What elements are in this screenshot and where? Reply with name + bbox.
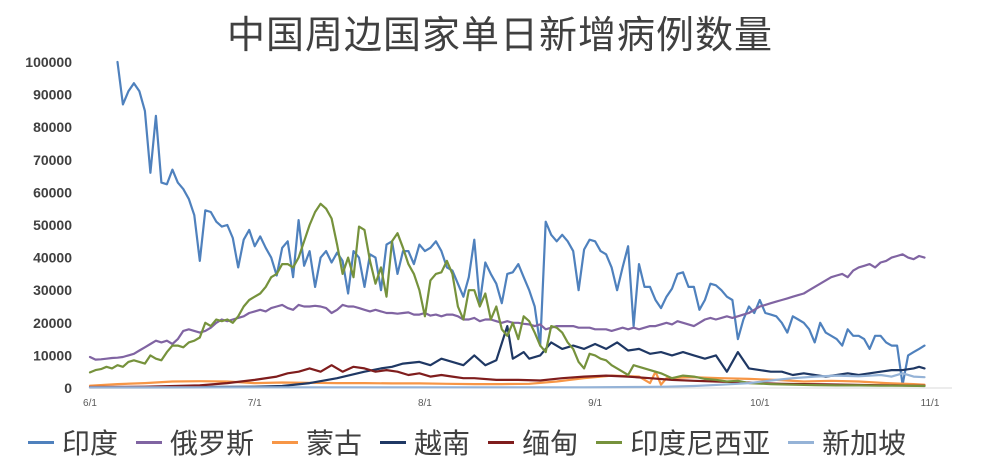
series-line-6 xyxy=(88,372,926,389)
y-tick-label: 30000 xyxy=(33,282,72,298)
legend-item: 俄罗斯 xyxy=(136,422,254,462)
legend-swatch xyxy=(272,440,299,444)
x-tick-label: 6/1 xyxy=(83,398,97,409)
series-line-5 xyxy=(88,202,926,388)
y-tick-label: 60000 xyxy=(33,184,72,200)
y-tick-label: 70000 xyxy=(33,152,72,168)
series-line-1 xyxy=(88,253,926,361)
legend-label: 新加坡 xyxy=(822,427,907,460)
legend-swatch xyxy=(28,440,54,444)
series-line-2 xyxy=(88,370,926,387)
legend-label: 缅甸 xyxy=(522,427,579,460)
x-tick-label: 10/1 xyxy=(750,398,770,409)
x-tick-label: 9/1 xyxy=(588,398,602,409)
legend-swatch xyxy=(380,440,407,444)
series-line-0 xyxy=(116,60,926,386)
legend-item: 缅甸 xyxy=(488,422,578,462)
y-tick-label: 100000 xyxy=(25,54,72,70)
y-tick-label: 40000 xyxy=(33,250,72,266)
legend-label: 印度尼西亚 xyxy=(630,427,771,460)
legend-item: 越南 xyxy=(380,422,470,462)
y-tick-label: 90000 xyxy=(33,87,72,103)
legend-item: 新加坡 xyxy=(788,422,906,462)
y-tick-label: 10000 xyxy=(33,347,72,363)
legend-label: 俄罗斯 xyxy=(170,427,255,460)
x-tick-label: 7/1 xyxy=(248,398,262,409)
legend-label: 蒙古 xyxy=(306,427,363,460)
legend-swatch xyxy=(788,440,815,444)
chart-title: 中国周边国家单日新增病例数量 xyxy=(226,13,773,57)
legend-label: 越南 xyxy=(414,427,471,460)
y-tick-label: 80000 xyxy=(33,119,72,135)
legend-label: 印度 xyxy=(62,427,119,460)
legend-swatch xyxy=(136,440,163,444)
x-tick-label: 8/1 xyxy=(418,398,432,409)
legend-item: 蒙古 xyxy=(272,422,362,462)
chart-legend: 印度 俄罗斯 蒙古 越南 缅甸 印度尼西亚 新加坡 xyxy=(28,420,988,464)
legend-item: 印度 xyxy=(28,422,118,462)
x-tick-label: 11/1 xyxy=(921,398,940,409)
y-tick-label: 20000 xyxy=(33,315,72,331)
y-tick-label: 0 xyxy=(64,380,72,396)
legend-swatch xyxy=(596,440,623,444)
legend-swatch xyxy=(488,440,515,444)
y-tick-label: 50000 xyxy=(33,217,72,233)
legend-item: 印度尼西亚 xyxy=(596,422,770,462)
